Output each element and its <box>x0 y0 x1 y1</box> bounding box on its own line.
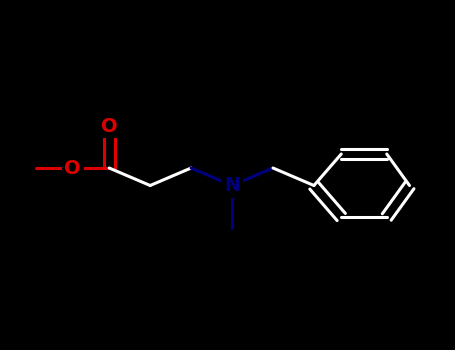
Text: N: N <box>224 176 240 195</box>
Text: O: O <box>65 159 81 177</box>
Text: O: O <box>101 117 117 135</box>
